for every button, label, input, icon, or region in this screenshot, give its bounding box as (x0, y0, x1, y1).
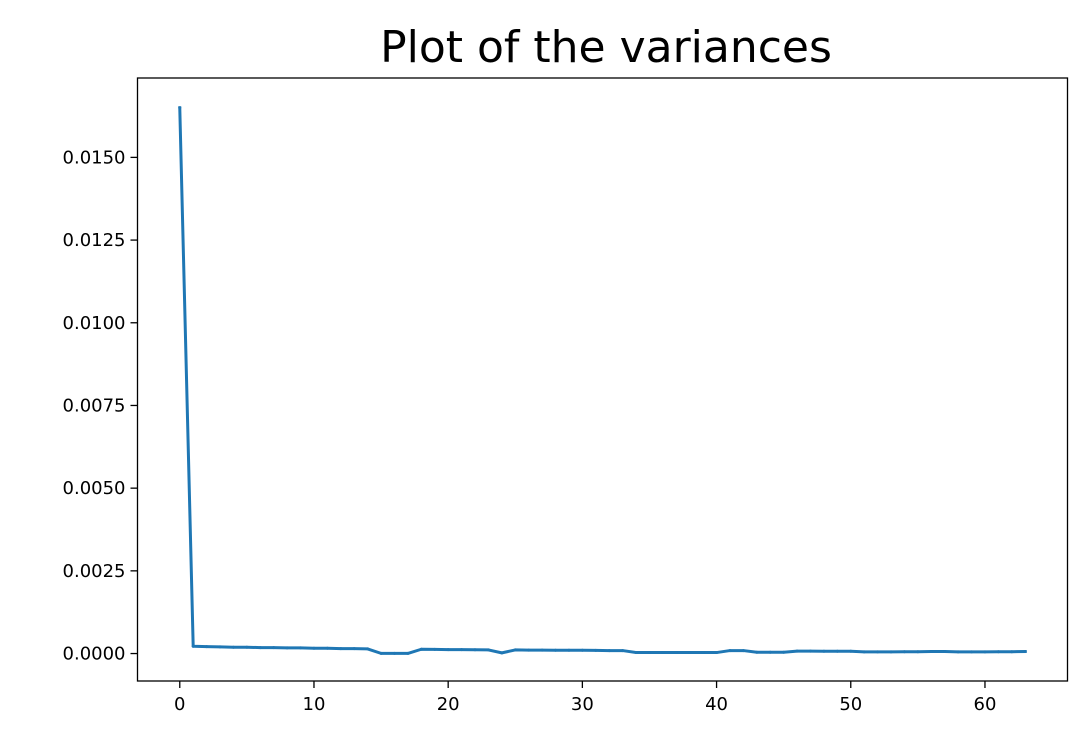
data-point (594, 648, 598, 652)
data-point (741, 649, 745, 653)
data-point (889, 650, 893, 654)
data-point (433, 647, 437, 651)
data-point (527, 648, 531, 652)
data-point (970, 650, 974, 654)
x-tick-label: 50 (839, 694, 862, 715)
data-point (245, 645, 249, 649)
data-point (849, 649, 853, 653)
data-point (339, 647, 343, 651)
data-point (996, 650, 1000, 654)
data-point (688, 651, 692, 655)
data-point (634, 651, 638, 655)
data-point (486, 648, 490, 652)
data-point (782, 650, 786, 654)
data-point (902, 650, 906, 654)
data-point (983, 650, 987, 654)
data-point (916, 650, 920, 654)
data-point (728, 649, 732, 653)
data-point (580, 648, 584, 652)
data-point (178, 106, 182, 110)
data-point (809, 649, 813, 653)
data-point (191, 644, 195, 648)
data-point (755, 650, 759, 654)
x-axis: 0 10 20 30 40 50 60 (174, 681, 996, 715)
data-point (540, 648, 544, 652)
plot-area (178, 106, 1027, 655)
y-tick-label: 0.0150 (63, 147, 126, 168)
data-point (674, 651, 678, 655)
data-point (554, 648, 558, 652)
data-point (956, 650, 960, 654)
data-point (862, 650, 866, 654)
y-tick-label: 0.0050 (63, 478, 126, 499)
data-point (205, 645, 209, 649)
data-point (325, 646, 329, 650)
data-point (299, 646, 303, 650)
series-line-0 (178, 106, 1027, 655)
data-point (379, 651, 383, 655)
x-tick-label: 30 (571, 694, 594, 715)
data-point (446, 648, 450, 652)
data-point (312, 646, 316, 650)
data-point (876, 650, 880, 654)
data-point (661, 651, 665, 655)
data-point (1010, 650, 1014, 654)
data-point (272, 646, 276, 650)
axes-frame (136, 77, 1069, 682)
data-point (1023, 650, 1027, 654)
data-point (500, 651, 504, 655)
data-point (513, 648, 517, 652)
data-point (768, 650, 772, 654)
data-point (419, 647, 423, 651)
x-tick-label: 40 (705, 694, 728, 715)
x-tick-label: 0 (174, 694, 185, 715)
data-point (392, 651, 396, 655)
data-point (567, 648, 571, 652)
data-point (258, 646, 262, 650)
data-point (929, 650, 933, 654)
data-point (621, 649, 625, 653)
y-tick-label: 0.0125 (63, 230, 126, 251)
data-point (647, 651, 651, 655)
data-point (231, 645, 235, 649)
data-point (218, 645, 222, 649)
data-point (473, 648, 477, 652)
data-point (406, 651, 410, 655)
data-point (943, 650, 947, 654)
data-point (835, 649, 839, 653)
data-point (822, 649, 826, 653)
data-point (285, 646, 289, 650)
data-point (795, 649, 799, 653)
y-tick-label: 0.0025 (63, 561, 126, 582)
y-axis: 0.0000 0.0025 0.0050 0.0075 0.0100 0.0125 0.01… (63, 147, 138, 665)
x-tick-label: 20 (437, 694, 460, 715)
data-point (460, 648, 464, 652)
x-tick-label: 60 (974, 694, 997, 715)
y-tick-label: 0.0000 (63, 644, 126, 665)
data-point (715, 651, 719, 655)
data-point (366, 647, 370, 651)
y-tick-label: 0.0075 (63, 395, 126, 416)
y-tick-label: 0.0100 (63, 313, 126, 334)
chart-title: Plot of the variances (380, 22, 832, 73)
data-point (352, 647, 356, 651)
data-point (607, 649, 611, 653)
x-tick-label: 10 (303, 694, 326, 715)
data-point (701, 651, 705, 655)
